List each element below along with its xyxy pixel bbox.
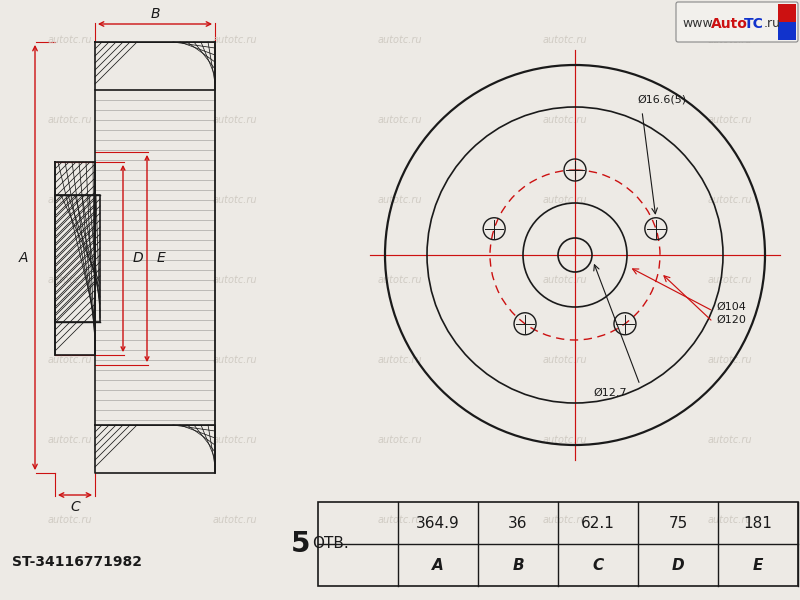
Text: autotc.ru: autotc.ru <box>378 275 422 285</box>
Text: autotc.ru: autotc.ru <box>48 275 92 285</box>
Text: www.: www. <box>682 17 716 30</box>
Text: autotc.ru: autotc.ru <box>542 275 587 285</box>
Text: autotc.ru: autotc.ru <box>48 35 92 45</box>
Text: D: D <box>133 251 144 265</box>
Text: autotc.ru: autotc.ru <box>708 195 752 205</box>
Text: autotc.ru: autotc.ru <box>378 35 422 45</box>
Text: B: B <box>150 7 160 21</box>
Text: autotc.ru: autotc.ru <box>542 435 587 445</box>
Text: autotc.ru: autotc.ru <box>378 435 422 445</box>
Text: C: C <box>70 500 80 514</box>
Text: Ø120: Ø120 <box>716 315 746 325</box>
Text: .ru: .ru <box>764 17 781 30</box>
Text: autotc.ru: autotc.ru <box>542 355 587 365</box>
FancyBboxPatch shape <box>676 2 798 42</box>
Text: autotc.ru: autotc.ru <box>48 515 92 525</box>
Text: 75: 75 <box>668 515 688 530</box>
Text: autotc.ru: autotc.ru <box>708 435 752 445</box>
Text: Auto: Auto <box>711 17 748 31</box>
Text: autotc.ru: autotc.ru <box>213 115 258 125</box>
Text: autotc.ru: autotc.ru <box>708 115 752 125</box>
Text: autotc.ru: autotc.ru <box>213 435 258 445</box>
Bar <box>778 22 796 40</box>
Text: Ø16.6(5): Ø16.6(5) <box>637 95 686 105</box>
Text: Ø104: Ø104 <box>716 302 746 312</box>
Bar <box>778 4 796 22</box>
Text: A: A <box>18 251 28 265</box>
Text: 181: 181 <box>743 515 773 530</box>
Text: E: E <box>753 557 763 572</box>
Text: E: E <box>157 251 166 265</box>
Text: autotc.ru: autotc.ru <box>48 435 92 445</box>
Text: autotc.ru: autotc.ru <box>213 355 258 365</box>
Text: autotc.ru: autotc.ru <box>48 115 92 125</box>
Text: 5: 5 <box>290 530 310 558</box>
Text: autotc.ru: autotc.ru <box>48 355 92 365</box>
Text: B: B <box>512 557 524 572</box>
Text: autotc.ru: autotc.ru <box>542 195 587 205</box>
Text: A: A <box>432 557 444 572</box>
Text: autotc.ru: autotc.ru <box>378 115 422 125</box>
Text: ОТВ.: ОТВ. <box>312 536 349 551</box>
Text: autotc.ru: autotc.ru <box>542 515 587 525</box>
Text: autotc.ru: autotc.ru <box>378 355 422 365</box>
Text: autotc.ru: autotc.ru <box>708 515 752 525</box>
Text: autotc.ru: autotc.ru <box>542 35 587 45</box>
Text: autotc.ru: autotc.ru <box>378 195 422 205</box>
Text: 364.9: 364.9 <box>416 515 460 530</box>
Text: autotc.ru: autotc.ru <box>708 275 752 285</box>
Text: autotc.ru: autotc.ru <box>708 355 752 365</box>
Text: autotc.ru: autotc.ru <box>213 275 258 285</box>
Text: autotc.ru: autotc.ru <box>213 515 258 525</box>
Text: ST-34116771982: ST-34116771982 <box>12 555 142 569</box>
Bar <box>318 502 798 586</box>
Text: 62.1: 62.1 <box>581 515 615 530</box>
Text: autotc.ru: autotc.ru <box>48 195 92 205</box>
Text: Ø12.7: Ø12.7 <box>593 388 626 398</box>
Text: autotc.ru: autotc.ru <box>213 35 258 45</box>
Text: autotc.ru: autotc.ru <box>542 115 587 125</box>
Text: C: C <box>592 557 604 572</box>
Text: autotc.ru: autotc.ru <box>213 195 258 205</box>
Text: D: D <box>672 557 684 572</box>
Text: 36: 36 <box>508 515 528 530</box>
Text: autotc.ru: autotc.ru <box>378 515 422 525</box>
Text: TC: TC <box>744 17 764 31</box>
Text: autotc.ru: autotc.ru <box>708 35 752 45</box>
